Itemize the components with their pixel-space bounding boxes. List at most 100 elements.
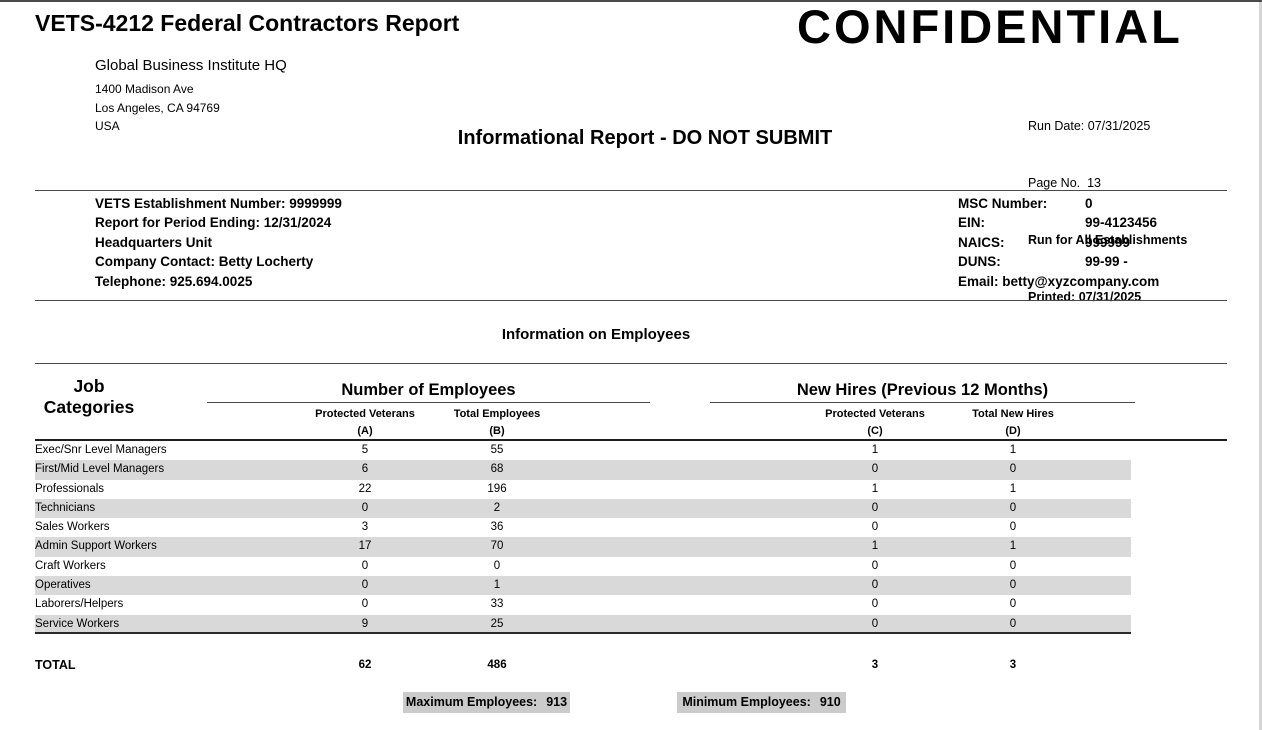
col-c-letter: (C) (867, 425, 883, 437)
col-b-cell: 33 (490, 598, 504, 611)
col-d-cell: 0 (1009, 559, 1017, 572)
total-col-b: 486 (487, 659, 507, 671)
confidential-watermark: CONFIDENTIAL (797, 0, 1183, 53)
duns-row: DUNS: 99-99 - (958, 252, 1159, 271)
maximum-employees-box: Maximum Employees: 913 (403, 692, 570, 713)
col-d-cell: 0 (1009, 501, 1017, 514)
col-d-cell: 0 (1009, 521, 1017, 534)
minimum-employees-value: 910 (819, 695, 841, 709)
col-b-cell: 1 (493, 579, 501, 592)
job-categories-line1: Job (73, 376, 105, 396)
col-b-cell: 36 (490, 521, 504, 534)
total-row: TOTAL 62 486 3 3 (35, 655, 1131, 675)
col-a-cell: 0 (361, 559, 369, 572)
duns-value: 99-99 - (1085, 254, 1128, 270)
col-c-cell: 0 (871, 559, 879, 572)
col-a-label: Protected Veterans (315, 408, 415, 420)
col-b-cell: 196 (487, 482, 507, 495)
table-header-rule (35, 439, 1227, 441)
col-d-cell: 1 (1009, 444, 1017, 456)
job-category-cell: Laborers/Helpers (35, 598, 124, 611)
ein-value: 99-4123456 (1085, 215, 1158, 231)
table-row: Craft Workers 0 0 0 0 (35, 557, 1131, 576)
col-c-cell: 0 (871, 598, 879, 611)
job-category-cell: Sales Workers (35, 521, 110, 534)
table-row: Admin Support Workers 17 70 1 1 (35, 537, 1131, 557)
table-row: Sales Workers 3 36 0 0 (35, 518, 1131, 537)
rule-below-section-title (35, 363, 1227, 364)
col-a-cell: 0 (361, 598, 369, 611)
col-d-cell: 0 (1009, 598, 1017, 611)
headquarters-unit: Headquarters Unit (95, 234, 213, 250)
job-categories-header: Job Categories (33, 376, 145, 418)
table-bottom-rule (35, 632, 1131, 634)
col-b-cell: 55 (490, 444, 504, 456)
col-b-cell: 68 (490, 463, 504, 476)
col-b-label: Total Employees (453, 408, 541, 420)
total-col-c: 3 (871, 659, 879, 671)
col-d-cell: 0 (1009, 617, 1017, 630)
company-address-block: 1400 Madison Ave Los Angeles, CA 94769 U… (95, 80, 220, 136)
table-row: Exec/Snr Level Managers 5 55 1 1 (35, 441, 1131, 460)
ein-label: EIN: (958, 215, 985, 231)
col-d-label: Total New Hires (972, 408, 1054, 420)
msc-number-value: 0 (1085, 196, 1093, 211)
col-a-cell: 9 (361, 617, 369, 630)
col-b-cell: 0 (493, 559, 501, 572)
job-category-cell: Craft Workers (35, 559, 106, 572)
page-title: VETS-4212 Federal Contractors Report (35, 10, 460, 36)
maximum-employees-label: Maximum Employees: (405, 695, 538, 709)
col-d-cell: 1 (1009, 540, 1017, 553)
job-categories-line2: Categories (43, 397, 135, 417)
company-contact: Company Contact: Betty Locherty (95, 254, 314, 270)
col-b-cell: 25 (490, 617, 504, 630)
duns-label: DUNS: (958, 254, 1001, 270)
table-row: Laborers/Helpers 0 33 0 0 (35, 595, 1131, 614)
job-category-cell: Exec/Snr Level Managers (35, 444, 167, 456)
total-label: TOTAL (35, 658, 76, 672)
col-c-cell: 1 (871, 444, 879, 456)
msc-number-row: MSC Number: 0 (958, 194, 1159, 213)
msc-number-label: MSC Number: (958, 196, 1048, 211)
col-a-cell: 0 (361, 501, 369, 514)
col-c-cell: 1 (871, 482, 879, 495)
job-category-cell: Professionals (35, 482, 105, 495)
col-c-label: Protected Veterans (825, 408, 925, 420)
page-right-border (1259, 2, 1262, 730)
col-a-cell: 17 (358, 540, 372, 553)
naics-row: NAICS: 999999 (958, 233, 1159, 252)
employees-table-body: Exec/Snr Level Managers 5 55 1 1 First/M… (35, 441, 1131, 634)
col-a-cell: 3 (361, 521, 369, 534)
col-a-letter: (A) (357, 425, 373, 437)
company-name: Global Business Institute HQ (95, 57, 287, 74)
col-a-cell: 22 (358, 482, 372, 495)
maximum-employees-value: 913 (546, 695, 568, 709)
naics-value: 999999 (1085, 234, 1131, 250)
job-category-cell: Technicians (35, 501, 96, 514)
col-d-cell: 0 (1009, 579, 1017, 592)
rule-below-establishment (35, 300, 1227, 301)
report-period-ending: Report for Period Ending: 12/31/2024 (95, 215, 332, 231)
section-title: Information on Employees (501, 326, 691, 343)
table-row: Operatives 0 1 0 0 (35, 576, 1131, 596)
col-c-cell: 0 (871, 617, 879, 630)
group2-underline (710, 402, 1135, 403)
company-country: USA (95, 119, 120, 133)
col-c-cell: 0 (871, 521, 879, 534)
col-c-cell: 0 (871, 463, 879, 476)
col-b-letter: (B) (489, 425, 505, 437)
table-row: First/Mid Level Managers 6 68 0 0 (35, 460, 1131, 480)
col-a-cell: 6 (361, 463, 369, 476)
run-date: Run Date: 07/31/2025 (1028, 119, 1151, 133)
establishment-info-left: VETS Establishment Number: 9999999 Repor… (95, 194, 342, 291)
job-category-cell: Admin Support Workers (35, 540, 157, 553)
total-col-d: 3 (1009, 659, 1017, 671)
job-category-cell: Operatives (35, 579, 91, 592)
col-c-cell: 1 (871, 540, 879, 553)
naics-label: NAICS: (958, 234, 1005, 250)
rule-above-establishment (35, 190, 1227, 191)
col-d-cell: 1 (1009, 482, 1017, 495)
table-row: Technicians 0 2 0 0 (35, 498, 1131, 519)
job-category-cell: Service Workers (35, 617, 120, 630)
